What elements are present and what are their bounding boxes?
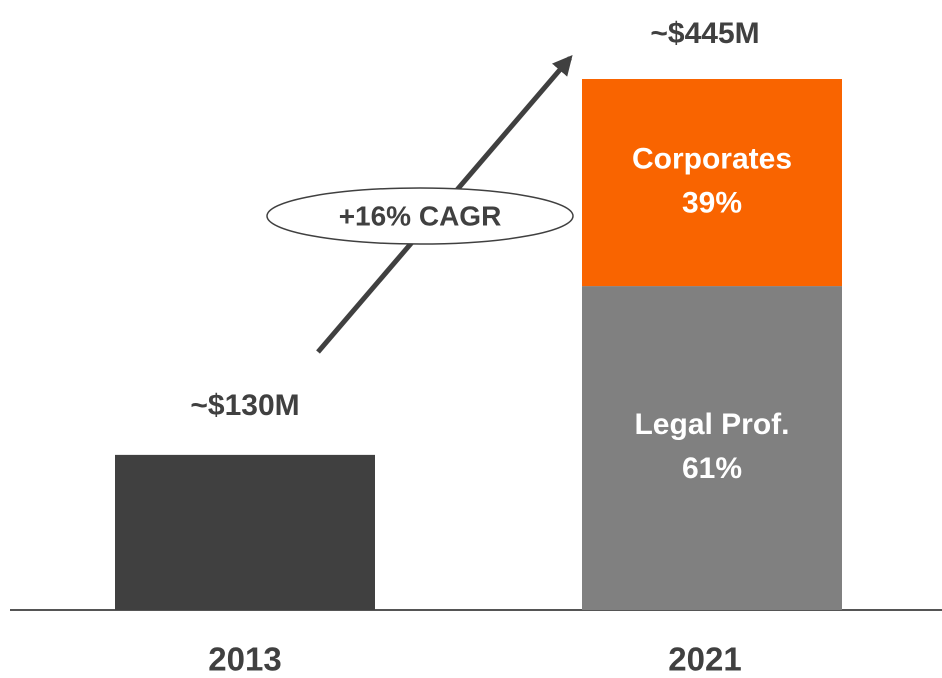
segment-name: Corporates: [632, 142, 792, 175]
cagr-label: +16% CAGR: [339, 200, 502, 231]
bar: [115, 454, 375, 610]
cagr-ellipse: [266, 187, 574, 245]
x-tick-label: 2013: [208, 641, 281, 678]
x-tick-label: 2021: [668, 641, 741, 678]
segment-label: 61%: [682, 452, 742, 485]
total-label: ~$130M: [190, 389, 299, 422]
segment-label: 39%: [682, 186, 742, 219]
bar-segment: [582, 286, 842, 610]
segment-name: Legal Prof.: [634, 408, 789, 441]
total-label: ~$445M: [650, 17, 759, 50]
bar-segment: [582, 79, 842, 287]
